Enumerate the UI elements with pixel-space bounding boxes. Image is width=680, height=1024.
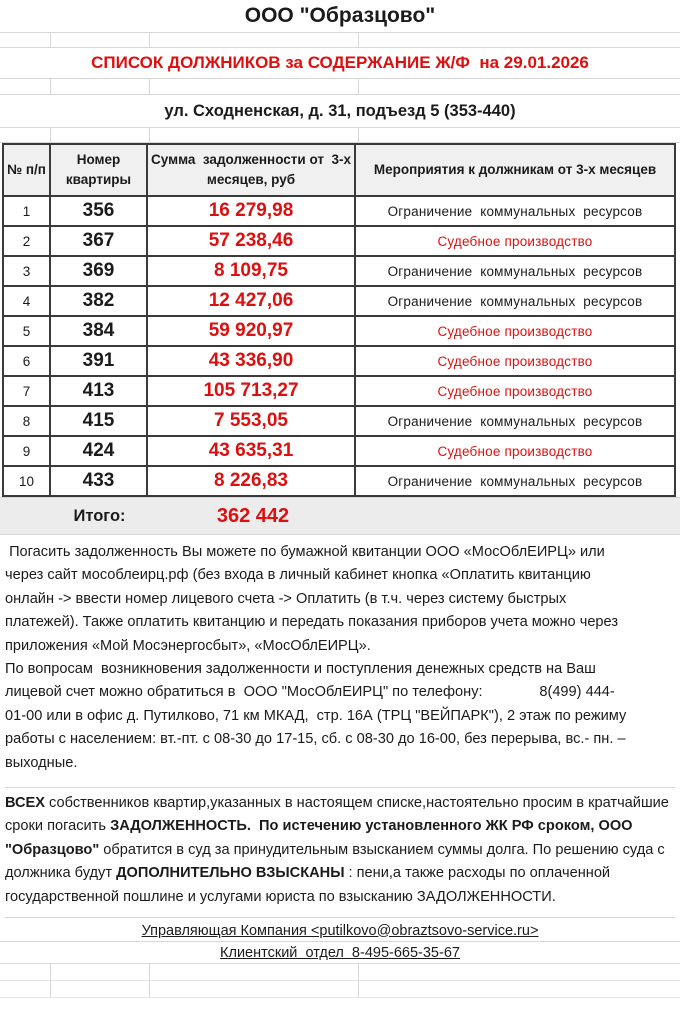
empty-grid-row <box>0 33 680 48</box>
flat-number-cell: 415 <box>51 407 148 435</box>
empty-grid-row <box>0 964 680 982</box>
debt-amount-cell: 7 553,05 <box>148 407 356 435</box>
debt-amount-cell: 8 109,75 <box>148 257 356 285</box>
action-cell: Ограничение коммунальных ресурсов <box>387 263 643 279</box>
address-title-row: ул. Сходненская, д. 31, подъезд 5 (353-4… <box>0 95 680 128</box>
footer-client-line: Клиентский отдел 8-495-665-35-67 <box>220 944 460 961</box>
table-row: 9 424 43 635,31 Судебное производство <box>4 437 674 467</box>
warning-paragraph: ВСЕХ собственников квартир,указанных в н… <box>5 795 673 905</box>
column-header-actions: Мероприятия к должникам от 3-х месяцев <box>373 162 657 178</box>
table-row: 8 415 7 553,05 Ограничение коммунальных … <box>4 407 674 437</box>
gridline-stub <box>149 79 150 94</box>
flat-number-cell: 384 <box>51 317 148 345</box>
info-section: Погасить задолженность Вы можете по бума… <box>0 535 680 919</box>
row-number-cell: 2 <box>4 227 51 255</box>
action-cell: Судебное производство <box>437 353 593 369</box>
debtors-table: № п/п Номер квартиры Сумма задолженности… <box>2 143 676 497</box>
debt-amount-cell: 43 336,90 <box>148 347 356 375</box>
table-row: 4 382 12 427,06 Ограничение коммунальных… <box>4 287 674 317</box>
debt-amount-cell: 8 226,83 <box>148 467 356 495</box>
gridline-stub <box>358 128 359 142</box>
action-cell: Судебное производство <box>437 233 593 249</box>
row-number-cell: 3 <box>4 257 51 285</box>
row-number-cell: 8 <box>4 407 51 435</box>
flat-number-cell: 424 <box>51 437 148 465</box>
flat-number-cell: 356 <box>51 197 148 225</box>
gridline-stub <box>358 79 359 94</box>
row-number-cell: 9 <box>4 437 51 465</box>
action-cell: Ограничение коммунальных ресурсов <box>387 413 643 429</box>
row-number-cell: 7 <box>4 377 51 405</box>
debt-amount-cell: 57 238,46 <box>148 227 356 255</box>
gridline-stub <box>50 33 51 47</box>
total-label: Итого: <box>73 506 126 525</box>
debtors-table-body: 1 356 16 279,98 Ограничение коммунальных… <box>4 197 674 495</box>
table-row: 2 367 57 238,46 Судебное производство <box>4 227 674 257</box>
gridline-stub <box>149 964 150 981</box>
table-row: 5 384 59 920,97 Судебное производство <box>4 317 674 347</box>
section-divider <box>5 775 675 789</box>
company-title: ООО "Образцово" <box>244 4 436 27</box>
table-row: 6 391 43 336,90 Судебное производство <box>4 347 674 377</box>
action-cell: Судебное производство <box>437 443 593 459</box>
gridline-stub <box>358 981 359 998</box>
gridline-stub <box>358 33 359 47</box>
row-number-cell: 1 <box>4 197 51 225</box>
action-cell: Ограничение коммунальных ресурсов <box>387 203 643 219</box>
footer-client-row: Клиентский отдел 8-495-665-35-67 <box>0 942 680 965</box>
gridline-stub <box>358 964 359 981</box>
debt-amount-cell: 12 427,06 <box>148 287 356 315</box>
gridline-stub <box>50 79 51 94</box>
row-number-cell: 10 <box>4 467 51 495</box>
footer-management-row: Управляющая Компания <putilkovo@obraztso… <box>0 920 680 943</box>
column-header-flat-number: Номер квартиры <box>51 145 148 195</box>
flat-number-cell: 369 <box>51 257 148 285</box>
action-cell: Ограничение коммунальных ресурсов <box>387 473 643 489</box>
table-row: 7 413 105 713,27 Судебное производство <box>4 377 674 407</box>
gridline-stub <box>149 128 150 142</box>
flat-number-cell: 433 <box>51 467 148 495</box>
gridline-stub <box>50 981 51 998</box>
debtors-table-header: № п/п Номер квартиры Сумма задолженности… <box>4 145 674 197</box>
debt-amount-cell: 16 279,98 <box>148 197 356 225</box>
table-row: 1 356 16 279,98 Ограничение коммунальных… <box>4 197 674 227</box>
total-value: 362 442 <box>216 504 290 527</box>
empty-grid-row <box>0 128 680 143</box>
flat-number-cell: 391 <box>51 347 148 375</box>
gridline-stub <box>50 128 51 142</box>
debtors-list-title: СПИСОК ДОЛЖНИКОВ за СОДЕРЖАНИЕ Ж/Ф на 29… <box>91 53 589 72</box>
address-title: ул. Сходненская, д. 31, подъезд 5 (353-4… <box>164 101 516 120</box>
flat-number-cell: 413 <box>51 377 148 405</box>
column-header-row-number: № п/п <box>4 145 51 195</box>
payment-info-paragraph: Погасить задолженность Вы можете по бума… <box>5 544 619 654</box>
debtors-list-title-row: СПИСОК ДОЛЖНИКОВ за СОДЕРЖАНИЕ Ж/Ф на 29… <box>0 48 680 79</box>
debt-amount-cell: 43 635,31 <box>148 437 356 465</box>
gridline-stub <box>149 33 150 47</box>
debt-amount-cell: 59 920,97 <box>148 317 356 345</box>
flat-number-cell: 382 <box>51 287 148 315</box>
footer-management-line: Управляющая Компания <putilkovo@obraztso… <box>141 922 539 939</box>
table-row: 3 369 8 109,75 Ограничение коммунальных … <box>4 257 674 287</box>
contact-info-paragraph: По вопросам возникновения задолженности … <box>5 661 627 771</box>
action-cell: Ограничение коммунальных ресурсов <box>387 293 643 309</box>
column-header-debt-amount: Сумма задолженности от 3-х месяцев, руб <box>148 145 356 195</box>
gridline-stub <box>149 981 150 998</box>
table-row: 10 433 8 226,83 Ограничение коммунальных… <box>4 467 674 495</box>
row-number-cell: 4 <box>4 287 51 315</box>
action-cell: Судебное производство <box>437 383 593 399</box>
total-row: Итого: 362 442 <box>0 497 680 535</box>
row-number-cell: 5 <box>4 317 51 345</box>
company-title-row: ООО "Образцово" <box>0 0 680 33</box>
debt-amount-cell: 105 713,27 <box>148 377 356 405</box>
gridline-stub <box>50 964 51 981</box>
flat-number-cell: 367 <box>51 227 148 255</box>
section-divider <box>5 909 675 919</box>
empty-grid-row <box>0 79 680 95</box>
row-number-cell: 6 <box>4 347 51 375</box>
empty-grid-row <box>0 981 680 999</box>
action-cell: Судебное производство <box>437 323 593 339</box>
